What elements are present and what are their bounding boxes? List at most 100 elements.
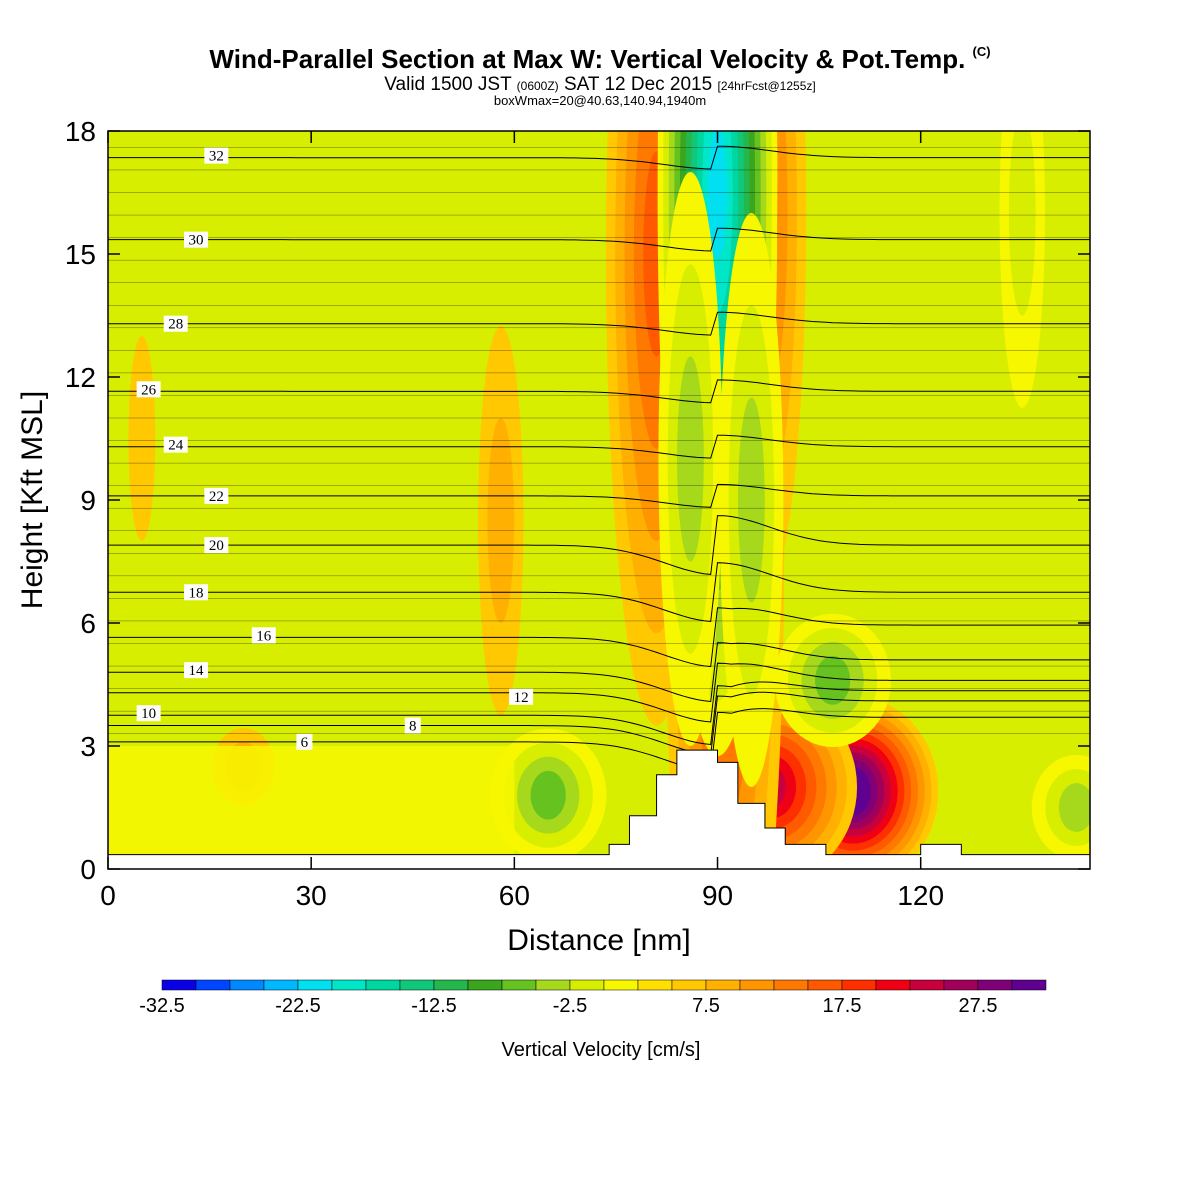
- y-tick-label: 0: [80, 854, 96, 885]
- contour-label-text: 24: [168, 438, 184, 454]
- x-tick-label: 0: [100, 880, 116, 911]
- x-tick-label: 120: [897, 880, 944, 911]
- theta-contour-14: [108, 642, 1090, 703]
- x-axis-label: Distance [nm]: [507, 924, 690, 957]
- theta-contour-32: [108, 145, 1090, 170]
- colorbar-swatch: [467, 979, 503, 991]
- velocity-level: [738, 397, 765, 603]
- contour-label: 12: [509, 688, 534, 706]
- colorbar-swatch: [807, 979, 843, 991]
- y-axis-label: Height [Kft MSL]: [16, 391, 49, 609]
- chart-subtitle: Valid 1500 JST (0600Z) SAT 12 Dec 2015 […: [384, 74, 816, 95]
- velocity-level: [677, 356, 704, 562]
- colorbar-swatch: [365, 979, 401, 991]
- colorbar-swatch: [263, 979, 299, 991]
- contour-label-box: [251, 627, 276, 644]
- contour-label: 10: [136, 705, 161, 722]
- colorbar-tick-label: -22.5: [275, 995, 321, 1017]
- colorbar-swatch: [433, 979, 469, 991]
- colorbar-swatch: [195, 979, 231, 991]
- colorbar-swatch: [875, 979, 911, 991]
- colorbar-tick-label: 17.5: [823, 995, 862, 1017]
- velocity-level: [487, 418, 515, 623]
- velocity-level: [128, 336, 156, 541]
- velocity-level: [815, 656, 851, 705]
- theta-contour-28: [108, 311, 1090, 336]
- y-tick-label: 18: [65, 116, 96, 147]
- colorbar-swatch: [705, 979, 741, 991]
- contour-label: 18: [184, 584, 209, 601]
- velocity-level: [530, 770, 566, 820]
- colorbar-swatch: [603, 979, 639, 991]
- contour-label: 14: [184, 662, 209, 679]
- velocity-feature: [489, 728, 607, 862]
- contour-label: 20: [204, 537, 229, 554]
- contour-label-text: 18: [189, 585, 204, 601]
- theta-contour-22: [108, 483, 1090, 508]
- colorbar-swatch: [229, 979, 265, 991]
- contour-label: 8: [404, 717, 421, 735]
- velocity-feature: [719, 213, 784, 787]
- contour-label: 30: [184, 231, 209, 249]
- colorbar-tick-label: -32.5: [139, 995, 185, 1017]
- contour-label: 16: [251, 627, 276, 644]
- colorbar-swatch: [569, 979, 605, 991]
- colorbar-label: Vertical Velocity [cm/s]: [502, 1039, 701, 1061]
- chart-subtitle-2: boxWmax=20@40.63,140.94,1940m: [493, 93, 707, 108]
- y-tick-label: 9: [80, 485, 96, 516]
- theta-contours: [108, 145, 1090, 772]
- colorbar-swatch: [943, 979, 979, 991]
- colorbar-swatch: [535, 979, 571, 991]
- y-tick-label: 6: [80, 608, 96, 639]
- contour-label-text: 14: [189, 663, 205, 679]
- velocity-feature: [1031, 754, 1090, 861]
- y-tick-label: 15: [65, 239, 96, 270]
- theta-contour-10: [108, 681, 1090, 746]
- contour-label-box: [163, 315, 188, 332]
- contour-label-text: 30: [189, 233, 204, 249]
- colorbar-swatch: [501, 979, 537, 991]
- velocity-feature: [658, 172, 723, 746]
- velocity-feature: [478, 325, 524, 716]
- contour-label-box: [204, 537, 229, 554]
- contour-label-text: 28: [168, 317, 183, 333]
- contour-label-text: 20: [209, 538, 224, 554]
- x-tick-label: 60: [499, 880, 530, 911]
- theta-contour-30: [108, 227, 1090, 252]
- colorbar-swatch: [399, 979, 435, 991]
- colorbar-swatch: [671, 979, 707, 991]
- theta-contour-18: [108, 562, 1090, 623]
- axes: 0 30 60 90 120 0 3 6 9 12 15 18: [65, 116, 1090, 911]
- contour-label: 22: [204, 487, 229, 505]
- velocity-feature: [774, 613, 891, 748]
- colorbar-tick-label: -12.5: [411, 995, 457, 1017]
- colorbar-swatch: [297, 979, 333, 991]
- contour-label-box: [136, 705, 161, 722]
- contour-label: 24: [163, 436, 188, 454]
- contour-label: 6: [296, 733, 313, 751]
- colorbar-swatch: [773, 979, 809, 991]
- y-tick-label: 12: [65, 362, 96, 393]
- theta-contour-26: [108, 379, 1090, 404]
- colorbar-tick-label: -2.5: [553, 995, 587, 1017]
- contour-label: 26: [136, 381, 161, 398]
- velocity-level: [1008, 131, 1036, 316]
- theta-contour-6: [108, 708, 1090, 772]
- contour-label-box: [204, 487, 229, 504]
- velocity-band-low: [108, 746, 515, 869]
- colorbar-swatch: [841, 979, 877, 991]
- contour-label-text: 16: [256, 628, 272, 644]
- contour-labels: 6 8 10 12 14 16 18 20 22 24 26 28 30 32: [136, 147, 534, 751]
- contour-label-box: [136, 381, 161, 398]
- theta-contour-20: [108, 515, 1090, 575]
- colorbar-swatch: [161, 979, 197, 991]
- colorbar-swatch: [977, 979, 1013, 991]
- velocity-feature: [128, 336, 156, 541]
- contour-label-text: 10: [141, 706, 156, 722]
- contour-label-box: [404, 717, 421, 734]
- contour-label-box: [184, 584, 209, 601]
- theta-contour-8: [108, 691, 1090, 756]
- contour-label-box: [163, 436, 188, 453]
- theta-contour-24: [108, 434, 1090, 459]
